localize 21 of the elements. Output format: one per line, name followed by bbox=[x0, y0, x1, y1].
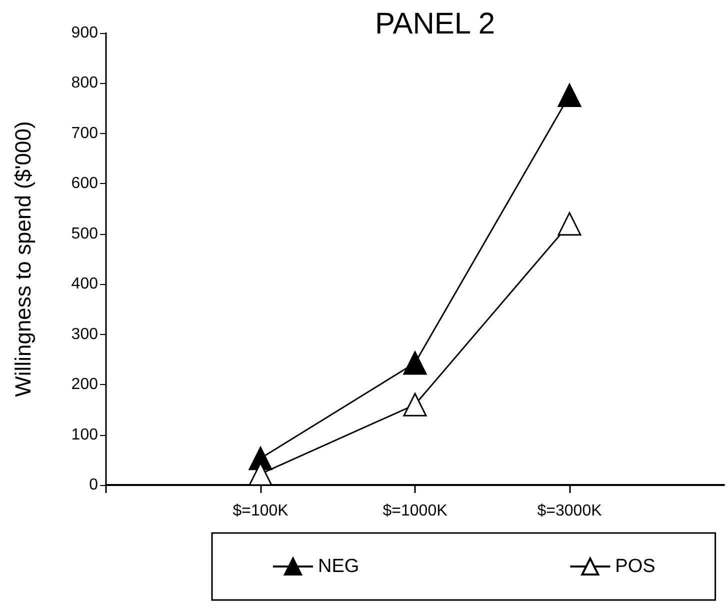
y-tick-label: 400 bbox=[71, 276, 98, 293]
legend-label: NEG bbox=[318, 556, 360, 577]
x-tick-label: $=1000K bbox=[382, 502, 448, 520]
y-axis-title: Willingness to spend ($'000) bbox=[10, 121, 36, 397]
x-tick-label: $=100K bbox=[232, 502, 289, 520]
point bbox=[558, 212, 582, 236]
y-tick-label: 300 bbox=[71, 326, 98, 343]
y-tick-label: 800 bbox=[71, 74, 98, 92]
x-tick-label: $=3000K bbox=[537, 502, 602, 520]
point bbox=[403, 392, 427, 416]
y-tick-label: 700 bbox=[71, 124, 98, 142]
y-tick-label: 0 bbox=[89, 476, 98, 494]
point bbox=[403, 351, 427, 375]
point bbox=[558, 84, 582, 108]
y-tick-label: 200 bbox=[71, 376, 98, 394]
chart-title: PANEL 2 bbox=[374, 8, 496, 40]
legend-label: POS bbox=[615, 556, 656, 577]
y-tick-label: 600 bbox=[71, 175, 98, 192]
y-tick-label: 100 bbox=[71, 426, 98, 444]
y-tick-label: 500 bbox=[71, 225, 98, 242]
y-tick-label: 900 bbox=[71, 24, 98, 42]
